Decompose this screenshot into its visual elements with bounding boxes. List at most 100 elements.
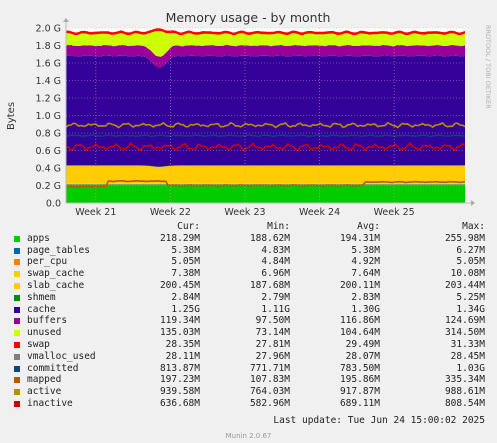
legend-row: buffers 119.34M 97.50M 116.86M 124.69M <box>0 315 497 327</box>
area-shmem <box>66 165 465 167</box>
legend-swatch <box>14 353 20 360</box>
legend-value-min: 771.71M <box>249 362 290 374</box>
legend-swatch <box>14 400 20 407</box>
legend-value-avg: 200.11M <box>339 279 380 291</box>
legend-value-cur: 5.38M <box>171 244 200 256</box>
legend-table: Cur: Min: Avg: Max: apps 218.29M 188.62M 19… <box>0 221 497 410</box>
legend-swatch <box>14 259 20 266</box>
area-apps <box>66 184 465 203</box>
legend-swatch <box>14 365 20 372</box>
legend-series-name: page_tables <box>27 244 90 256</box>
header-min: Min: <box>267 221 290 232</box>
legend-value-avg: 1.30G <box>351 303 380 315</box>
area-buffers <box>66 44 465 68</box>
legend-row: swap_cache 7.38M 6.96M 7.64M 10.08M <box>0 268 497 280</box>
legend-series-name: mapped <box>27 374 62 386</box>
legend-value-min: 27.96M <box>255 350 290 362</box>
legend-value-avg: 116.86M <box>339 315 380 327</box>
y-axis-arrow <box>63 18 69 22</box>
x-tick-label: Week 23 <box>224 207 265 218</box>
legend-value-cur: 218.29M <box>159 232 200 244</box>
legend-series-name: slab_cache <box>27 279 85 291</box>
legend-swatch <box>14 389 20 396</box>
y-tick-label: 1.8 G <box>36 41 62 52</box>
legend-value-cur: 197.23M <box>159 374 200 386</box>
legend-row: inactive 636.68M 582.96M 689.11M 808.54M <box>0 398 497 410</box>
line-active <box>65 121 466 129</box>
area-swap-cache <box>66 183 465 184</box>
x-tick-label: Week 22 <box>150 207 191 218</box>
header-max: Max: <box>462 221 485 232</box>
legend-swatch <box>14 247 20 254</box>
legend-series-name: cache <box>27 303 56 315</box>
legend-value-min: 187.68M <box>249 279 290 291</box>
legend-swatch <box>14 318 20 325</box>
legend-swatch <box>14 306 20 313</box>
y-tick-label: 1.2 G <box>36 94 62 105</box>
y-tick-label: 0.6 G <box>36 146 62 157</box>
legend-row: page_tables 5.38M 4.83M 5.38M 6.27M <box>0 245 497 257</box>
legend-row: active 939.58M 764.03M 917.87M 988.61M <box>0 386 497 398</box>
legend-value-cur: 28.35M <box>165 338 200 350</box>
legend-header: Cur: Min: Avg: Max: <box>0 221 497 233</box>
header-cur: Cur: <box>177 221 200 232</box>
legend-value-avg: 194.31M <box>339 232 380 244</box>
legend-value-cur: 119.34M <box>159 315 200 327</box>
legend-series-name: unused <box>27 327 62 339</box>
rrdtool-credit: RRDTOOL / TOBI OETIKER <box>484 25 492 109</box>
legend-value-cur: 2.84M <box>171 291 200 303</box>
legend-rows: apps 218.29M 188.62M 194.31M 255.98M page_tab… <box>0 233 497 410</box>
legend-value-max: 28.45M <box>450 350 485 362</box>
legend-value-cur: 7.38M <box>171 268 200 280</box>
y-tick-label: 2.0 G <box>36 24 62 35</box>
header-avg: Avg: <box>357 221 380 232</box>
legend-series-name: active <box>27 386 62 398</box>
legend-row: per_cpu 5.05M 4.84M 4.92M 5.05M <box>0 256 497 268</box>
legend-row: committed 813.87M 771.71M 783.50M 1.03G <box>0 363 497 375</box>
legend-value-min: 4.83M <box>261 244 290 256</box>
legend-value-min: 764.03M <box>249 386 290 398</box>
legend-value-cur: 28.11M <box>165 350 200 362</box>
legend-value-min: 6.96M <box>261 268 290 280</box>
legend-value-max: 335.34M <box>444 374 485 386</box>
legend-swatch <box>14 377 20 384</box>
legend-value-min: 2.79M <box>261 291 290 303</box>
chart-svg: Memory usage - by month Bytes RRDTOOL / TO… <box>6 10 492 218</box>
area-slab-cache <box>66 165 465 184</box>
y-tick-label: 1.6 G <box>36 59 62 70</box>
legend-series-name: swap <box>27 338 50 350</box>
y-tick-label: 0.8 G <box>36 129 62 140</box>
legend-row: mapped 197.23M 107.83M 195.86M 335.34M <box>0 374 497 386</box>
legend-value-max: 5.25M <box>456 291 485 303</box>
legend-value-max: 1.34G <box>456 303 485 315</box>
legend-value-cur: 636.68M <box>159 397 200 409</box>
legend-series-name: shmem <box>27 291 56 303</box>
legend-row: cache 1.25G 1.11G 1.30G 1.34G <box>0 304 497 316</box>
legend-value-min: 4.84M <box>261 256 290 268</box>
legend-value-min: 73.14M <box>255 327 290 339</box>
line-mapped <box>65 179 466 188</box>
x-tick-label: Week 21 <box>75 207 116 218</box>
legend-value-max: 988.61M <box>444 386 485 398</box>
legend-value-avg: 7.64M <box>351 268 380 280</box>
legend-value-avg: 104.64M <box>339 327 380 339</box>
legend-swatch <box>14 294 20 301</box>
legend-value-avg: 5.38M <box>351 244 380 256</box>
legend-value-cur: 135.03M <box>159 327 200 339</box>
legend-value-cur: 1.25G <box>171 303 200 315</box>
x-tick-label: Week 24 <box>299 207 340 218</box>
legend-row: unused 135.03M 73.14M 104.64M 314.50M <box>0 327 497 339</box>
legend-value-min: 27.81M <box>255 338 290 350</box>
legend-row: apps 218.29M 188.62M 194.31M 255.98M <box>0 233 497 245</box>
legend-value-avg: 917.87M <box>339 386 380 398</box>
legend-value-min: 97.50M <box>255 315 290 327</box>
y-tick-label: 1.0 G <box>36 111 62 122</box>
legend-value-avg: 28.07M <box>345 350 380 362</box>
legend-value-avg: 195.86M <box>339 374 380 386</box>
y-tick-label: 0.0 <box>46 199 61 210</box>
last-update: Last update: Tue Jun 24 15:00:02 2025 <box>273 415 485 426</box>
legend-row: vmalloc_used 28.11M 27.96M 28.07M 28.45M <box>0 351 497 363</box>
legend-row: swap 28.35M 27.81M 29.49M 31.33M <box>0 339 497 351</box>
line-inactive <box>65 141 466 152</box>
